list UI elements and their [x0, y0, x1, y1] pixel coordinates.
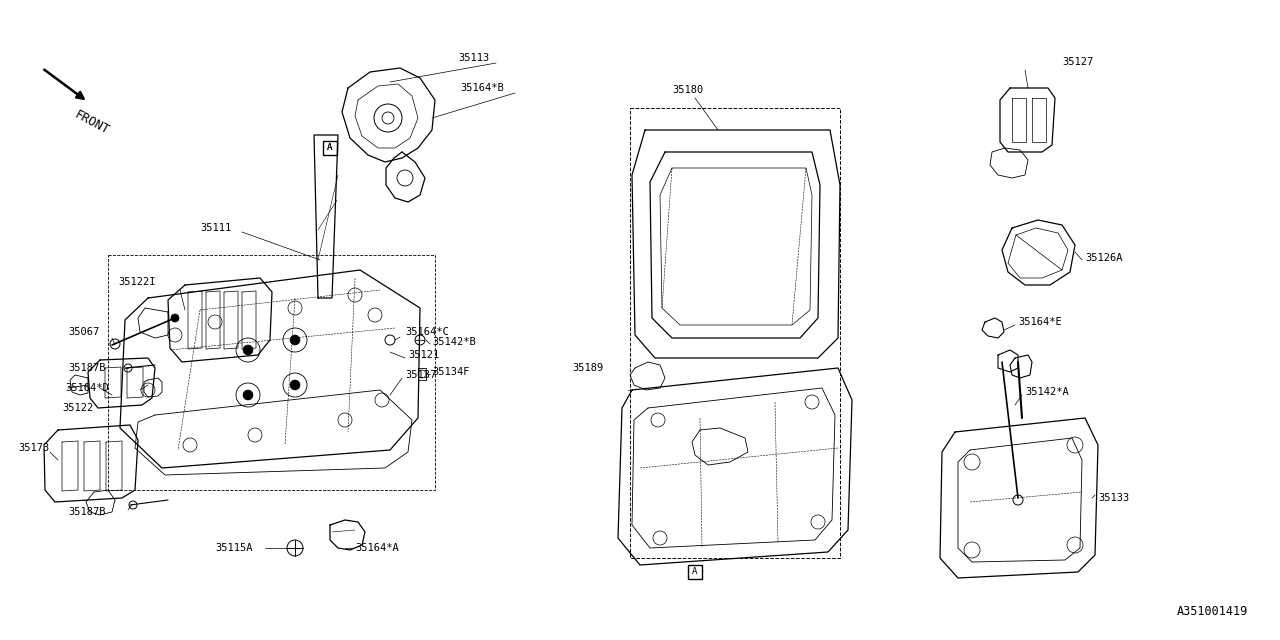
- Circle shape: [243, 345, 253, 355]
- Text: 35180: 35180: [672, 85, 703, 95]
- Text: 35122I: 35122I: [118, 277, 155, 287]
- Circle shape: [291, 335, 300, 345]
- Text: 35133: 35133: [1098, 493, 1129, 503]
- Text: 35067: 35067: [68, 327, 100, 337]
- Text: 35142*B: 35142*B: [433, 337, 476, 347]
- Text: 35142*A: 35142*A: [1025, 387, 1069, 397]
- Text: 35164*B: 35164*B: [460, 83, 504, 93]
- Text: FRONT: FRONT: [72, 108, 111, 137]
- Text: 35121: 35121: [408, 350, 439, 360]
- Text: 35187B: 35187B: [68, 363, 105, 373]
- Text: 35115A: 35115A: [215, 543, 252, 553]
- Circle shape: [291, 380, 300, 390]
- Text: 35164*C: 35164*C: [404, 327, 449, 337]
- Text: A351001419: A351001419: [1176, 605, 1248, 618]
- Text: 35187B: 35187B: [68, 507, 105, 517]
- Text: 35127: 35127: [1062, 57, 1093, 67]
- Text: 35164*D: 35164*D: [65, 383, 109, 393]
- Text: 35189: 35189: [572, 363, 603, 373]
- Text: 35164*E: 35164*E: [1018, 317, 1061, 327]
- Text: 35126A: 35126A: [1085, 253, 1123, 263]
- Bar: [689, 565, 701, 579]
- Circle shape: [243, 390, 253, 400]
- Circle shape: [172, 314, 179, 322]
- Text: A: A: [692, 568, 698, 577]
- Bar: [323, 141, 337, 155]
- Text: 35111: 35111: [200, 223, 232, 233]
- Text: A: A: [328, 143, 333, 152]
- Text: 35134F: 35134F: [433, 367, 470, 377]
- Text: 35137: 35137: [404, 370, 436, 380]
- Text: A: A: [328, 143, 333, 152]
- Text: 35173: 35173: [18, 443, 49, 453]
- Text: 35122: 35122: [61, 403, 93, 413]
- Text: 35113: 35113: [458, 53, 489, 63]
- Text: 35164*A: 35164*A: [355, 543, 399, 553]
